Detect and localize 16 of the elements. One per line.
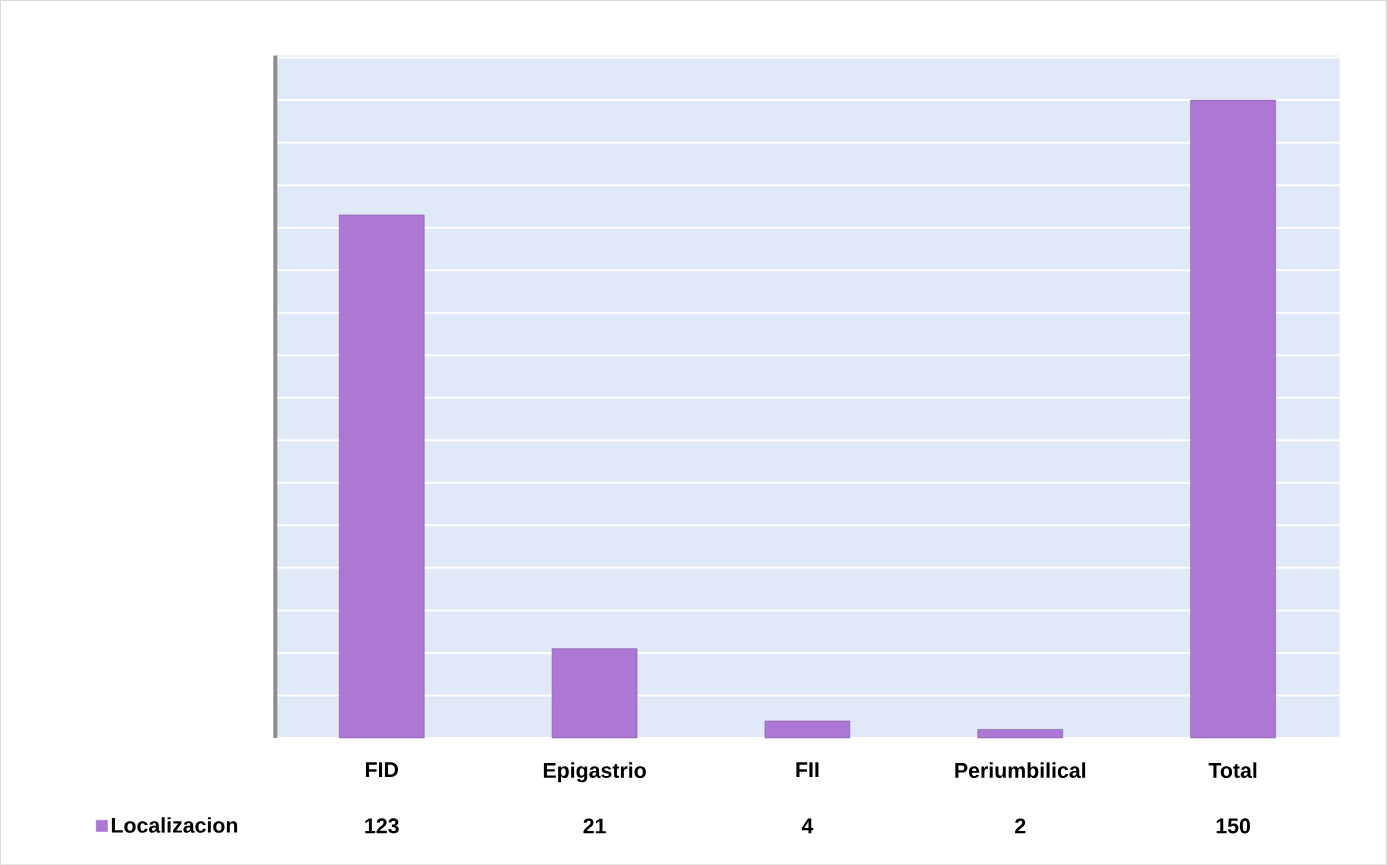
bar: [551, 648, 638, 739]
data-label: 123: [365, 818, 399, 834]
bar: [1190, 99, 1276, 739]
x-tick-label: Periumbilical: [955, 762, 1086, 778]
x-tick-label: FII: [796, 762, 819, 777]
legend-label: Localizacion: [111, 817, 238, 833]
data-label: 150: [1216, 818, 1250, 834]
x-tick-label: FID: [365, 762, 399, 777]
bar: [764, 720, 851, 739]
x-tick-label: Epigastrio: [543, 762, 646, 783]
x-tick-label: Total: [1208, 762, 1257, 778]
data-label: 2: [1015, 818, 1026, 834]
bar: [977, 729, 1063, 739]
data-label: 21: [583, 818, 606, 834]
data-label: 4: [801, 818, 814, 834]
bar: [338, 214, 425, 739]
